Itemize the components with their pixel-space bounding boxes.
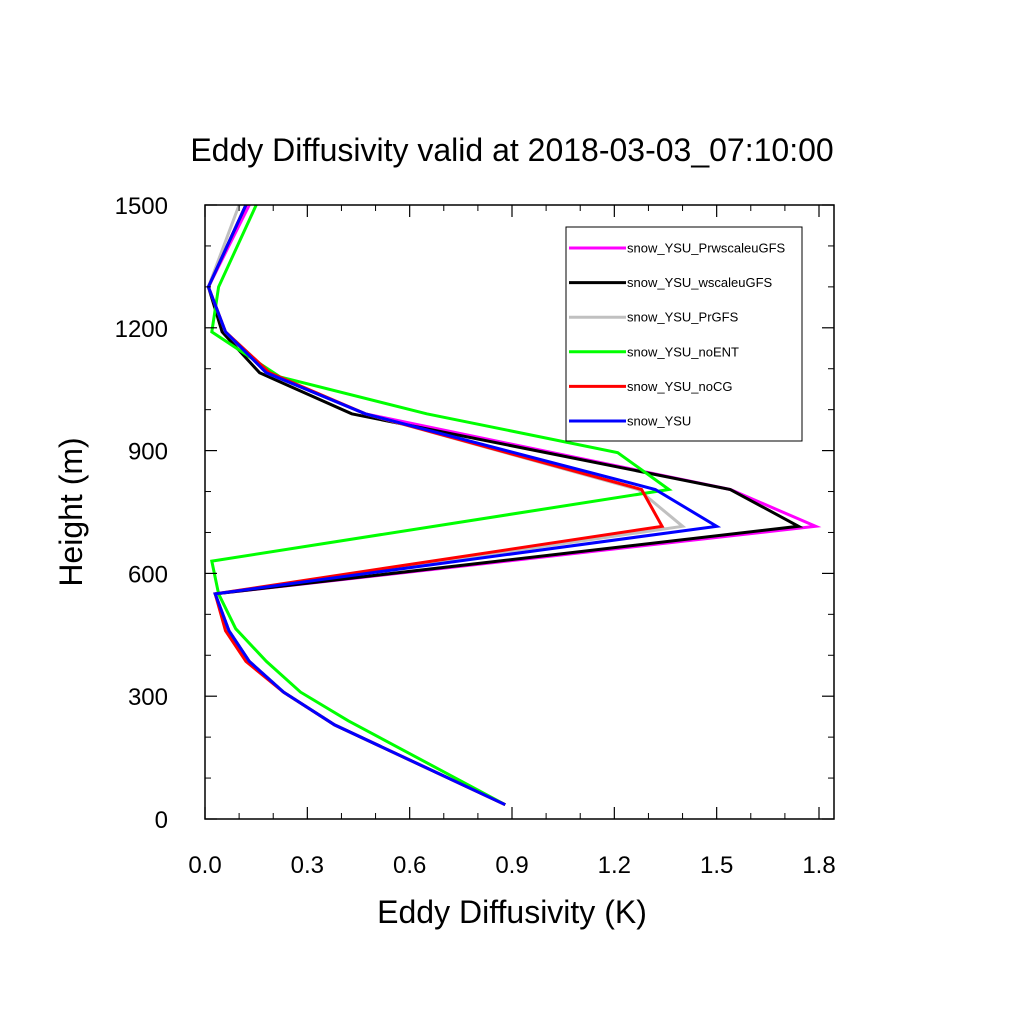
legend-label-6: snow_YSU	[627, 414, 691, 429]
ticks-layer: 0.0 0.3 0.6 0.9 1.2 1.5 1.8 0 300 600 900 1200 1500	[115, 193, 836, 879]
legend-box	[565, 226, 803, 442]
y-tick-label: 0	[155, 807, 168, 834]
x-tick-label: 0.3	[291, 852, 324, 879]
x-tick-label: 0.9	[495, 852, 528, 879]
x-tick-label: 1.5	[700, 852, 733, 879]
x-axis-label: Eddy Diffusivity (K)	[377, 894, 647, 930]
plot-area: 0.0 0.3 0.6 0.9 1.2 1.5 1.8 0 300 600 900 1200 1500	[115, 193, 836, 879]
y-tick-label: 1200	[115, 316, 168, 343]
series-line-4	[210, 204, 673, 807]
x-tick-label: 1.8	[802, 852, 835, 879]
series-line-6	[206, 204, 722, 807]
legend: snow_YSU_PrwscaleuGFS snow_YSU_wscaleuGFS…	[565, 226, 803, 442]
legend-label-3: snow_YSU_PrGFS	[627, 310, 739, 325]
x-tick-label: 1.2	[598, 852, 631, 879]
x-tick-label: 0.0	[188, 852, 221, 879]
plot-frame	[204, 204, 835, 820]
legend-label-1: snow_YSU_PrwscaleuGFS	[627, 241, 786, 256]
series-layer	[206, 204, 822, 807]
x-tick-label: 0.6	[393, 852, 426, 879]
legend-label-2: snow_YSU_wscaleuGFS	[627, 275, 773, 290]
legend-label-4: snow_YSU_noENT	[627, 344, 739, 359]
y-tick-label: 900	[128, 439, 168, 466]
y-tick-label: 300	[128, 684, 168, 711]
y-axis-label: Height (m)	[53, 437, 89, 586]
y-tick-label: 1500	[115, 193, 168, 220]
legend-label-5: snow_YSU_noCG	[627, 379, 733, 394]
y-tick-label: 600	[128, 561, 168, 588]
chart-title: Eddy Diffusivity valid at 2018-03-03_07:…	[190, 132, 833, 168]
